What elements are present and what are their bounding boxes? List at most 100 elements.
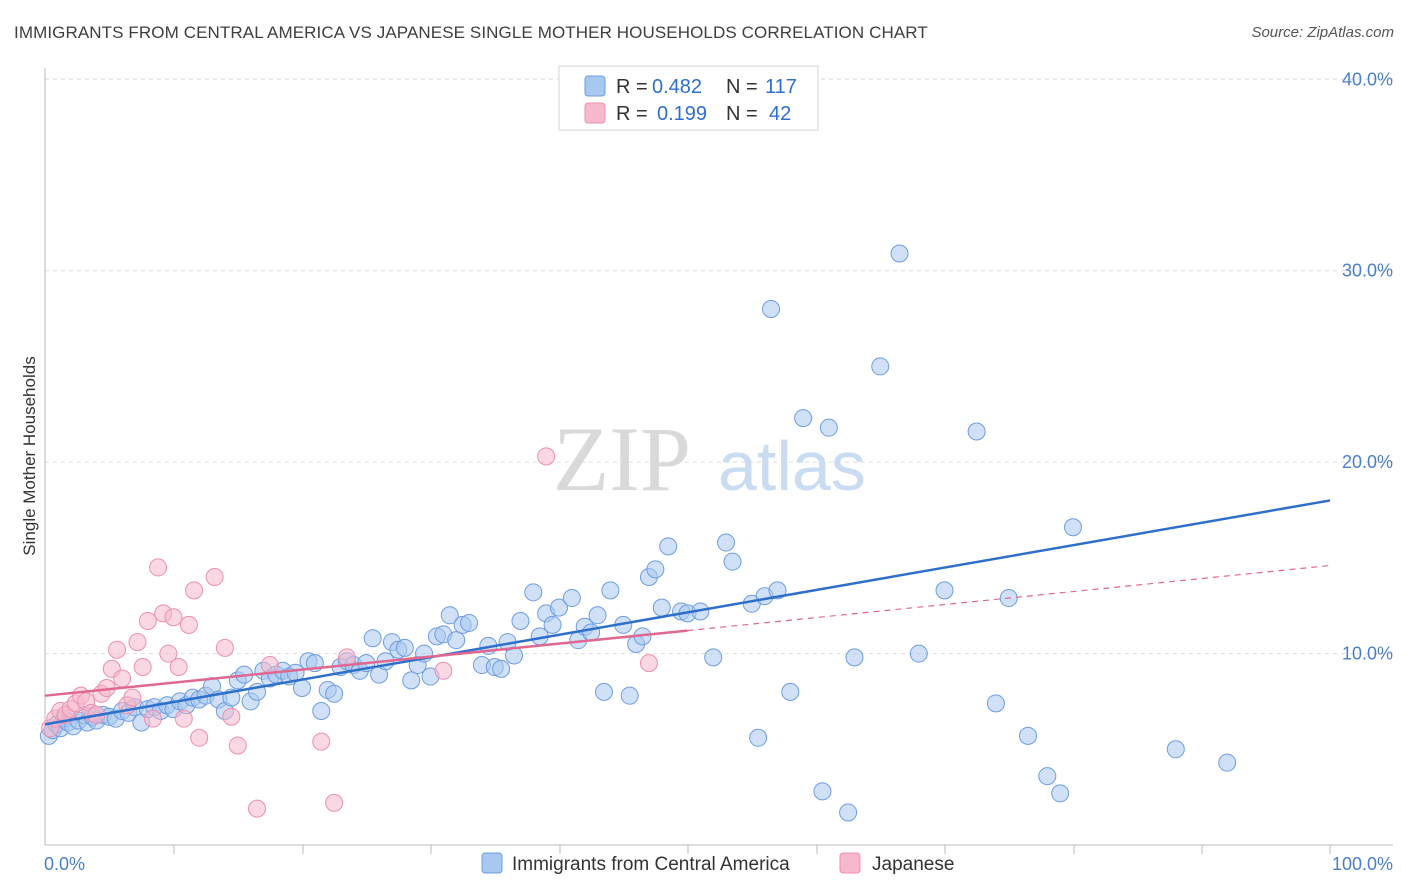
trend-lines bbox=[44, 499, 1331, 726]
point-central-america-118 bbox=[1064, 518, 1082, 537]
point-central-america-119 bbox=[1166, 740, 1185, 759]
point-central-america-81 bbox=[550, 598, 568, 617]
y-tick-label-2: 30.0% bbox=[1342, 261, 1393, 281]
point-central-america-93 bbox=[652, 598, 671, 617]
point-central-america-54 bbox=[363, 629, 382, 648]
point-japanese-40 bbox=[537, 447, 556, 466]
legend-label-central-america: Immigrants from Central America bbox=[512, 854, 790, 875]
chart-title: IMMIGRANTS FROM CENTRAL AMERICA VS JAPAN… bbox=[14, 23, 928, 42]
y-axis-label: Single Mother Households bbox=[20, 356, 39, 555]
point-central-america-46 bbox=[312, 702, 331, 720]
watermark: ZIP atlas bbox=[553, 408, 866, 510]
point-central-america-86 bbox=[588, 606, 607, 625]
point-japanese-25 bbox=[169, 657, 188, 676]
point-japanese-30 bbox=[205, 568, 224, 586]
legend-label-japanese: Japanese bbox=[872, 854, 954, 875]
source-credit: Source: ZipAtlas.com bbox=[1251, 24, 1394, 41]
point-japanese-29 bbox=[190, 728, 209, 747]
legend-swatch-central-america bbox=[481, 852, 503, 874]
x-tick-label-0: 0.0% bbox=[44, 854, 85, 874]
point-central-america-82 bbox=[562, 589, 581, 608]
legend-r-value-pink: 0.199 bbox=[657, 103, 707, 125]
point-japanese-21 bbox=[149, 558, 168, 577]
point-central-america-85 bbox=[582, 623, 601, 642]
point-central-america-126 bbox=[594, 682, 613, 701]
point-central-america-92 bbox=[646, 560, 665, 579]
point-central-america-59 bbox=[395, 638, 414, 657]
series-central-america-points bbox=[39, 244, 1237, 822]
point-central-america-48 bbox=[325, 684, 344, 703]
point-central-america-107 bbox=[845, 648, 864, 667]
point-japanese-27 bbox=[179, 615, 198, 634]
legend-n-value-pink: 42 bbox=[769, 103, 791, 125]
point-japanese-33 bbox=[228, 736, 247, 755]
point-central-america-125 bbox=[749, 728, 768, 747]
point-japanese-24 bbox=[164, 608, 183, 627]
point-central-america-80 bbox=[543, 615, 562, 634]
point-central-america-69 bbox=[460, 613, 479, 632]
point-central-america-94 bbox=[659, 537, 678, 556]
legend-swatch-japanese bbox=[839, 852, 861, 874]
point-japanese-39 bbox=[434, 661, 453, 680]
legend-n-label-pink: N = bbox=[726, 103, 758, 125]
point-japanese-37 bbox=[325, 793, 344, 812]
trend-line-central-america bbox=[44, 499, 1331, 726]
point-central-america-67 bbox=[447, 631, 466, 650]
legend-r-value-blue: 0.482 bbox=[652, 76, 702, 98]
point-japanese-34 bbox=[248, 799, 267, 818]
point-central-america-105 bbox=[794, 409, 813, 428]
point-central-america-73 bbox=[492, 659, 511, 678]
point-central-america-43 bbox=[293, 679, 311, 698]
point-japanese-35 bbox=[260, 656, 279, 675]
trend-line-japanese-extension bbox=[687, 564, 1331, 632]
point-central-america-109 bbox=[890, 244, 909, 263]
watermark-zip: ZIP bbox=[553, 408, 691, 510]
point-central-america-120 bbox=[1218, 753, 1237, 772]
point-japanese-19 bbox=[138, 612, 157, 631]
point-central-america-60 bbox=[402, 671, 421, 690]
point-japanese-28 bbox=[185, 581, 204, 600]
point-central-america-108 bbox=[871, 357, 890, 376]
point-japanese-23 bbox=[159, 644, 178, 663]
point-central-america-122 bbox=[781, 682, 800, 701]
point-central-america-117 bbox=[1051, 784, 1070, 803]
y-tick-label-1: 20.0% bbox=[1342, 452, 1393, 472]
legend-swatch-blue bbox=[584, 75, 606, 97]
point-japanese-18 bbox=[133, 657, 152, 676]
series-legend: Immigrants from Central America Japanese bbox=[481, 852, 954, 875]
tick-labels: 10.0% 20.0% 30.0% 40.0% 0.0% 100.0% bbox=[44, 69, 1393, 874]
point-central-america-100 bbox=[723, 552, 742, 571]
point-japanese-20 bbox=[143, 709, 162, 728]
point-central-america-123 bbox=[813, 782, 832, 801]
legend-n-value-blue: 117 bbox=[765, 76, 797, 98]
point-central-america-115 bbox=[1019, 726, 1038, 745]
y-tick-label-0: 10.0% bbox=[1342, 644, 1393, 664]
point-japanese-14 bbox=[113, 669, 132, 688]
point-central-america-87 bbox=[601, 581, 620, 600]
point-central-america-114 bbox=[986, 694, 1005, 713]
point-japanese-26 bbox=[174, 709, 193, 728]
legend-r-label-pink: R = bbox=[616, 103, 648, 125]
legend-r-label-blue: R = bbox=[616, 76, 648, 98]
point-central-america-103 bbox=[768, 581, 787, 600]
point-central-america-121 bbox=[839, 803, 858, 822]
point-japanese-36 bbox=[312, 732, 331, 751]
y-tick-label-3: 40.0% bbox=[1342, 69, 1393, 89]
point-central-america-99 bbox=[717, 533, 736, 552]
gridlines bbox=[45, 78, 1393, 655]
point-japanese-41 bbox=[639, 654, 658, 673]
point-japanese-32 bbox=[222, 707, 241, 726]
point-japanese-16 bbox=[123, 688, 142, 707]
x-tick-label-1: 100.0% bbox=[1332, 854, 1393, 874]
point-central-america-104 bbox=[762, 300, 781, 318]
point-central-america-111 bbox=[935, 581, 954, 600]
legend-n-label-blue: N = bbox=[726, 76, 758, 98]
point-central-america-66 bbox=[440, 606, 459, 625]
point-central-america-116 bbox=[1038, 767, 1057, 786]
point-central-america-110 bbox=[909, 644, 928, 663]
legend-swatch-pink bbox=[584, 102, 606, 124]
trend-line-japanese bbox=[44, 629, 688, 697]
point-japanese-31 bbox=[215, 638, 234, 657]
point-central-america-76 bbox=[511, 612, 530, 631]
